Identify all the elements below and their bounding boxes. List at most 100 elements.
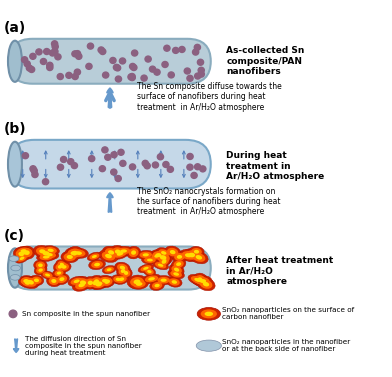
Circle shape: [198, 67, 204, 73]
Ellipse shape: [71, 278, 83, 285]
Ellipse shape: [174, 268, 179, 272]
Ellipse shape: [72, 251, 78, 256]
Circle shape: [192, 49, 199, 55]
Ellipse shape: [130, 279, 149, 289]
Ellipse shape: [157, 256, 171, 266]
Circle shape: [52, 49, 58, 55]
Circle shape: [29, 66, 34, 72]
Circle shape: [168, 72, 174, 78]
Ellipse shape: [105, 279, 110, 283]
Ellipse shape: [130, 277, 144, 287]
Ellipse shape: [23, 278, 36, 285]
Ellipse shape: [89, 259, 105, 270]
Ellipse shape: [158, 249, 169, 257]
Ellipse shape: [93, 282, 105, 288]
Circle shape: [36, 49, 42, 55]
Ellipse shape: [154, 251, 172, 264]
Ellipse shape: [174, 261, 184, 268]
Ellipse shape: [72, 279, 91, 291]
Ellipse shape: [17, 248, 30, 254]
Ellipse shape: [120, 266, 125, 270]
Ellipse shape: [39, 249, 45, 253]
Ellipse shape: [71, 249, 85, 257]
Circle shape: [99, 166, 105, 172]
Ellipse shape: [8, 248, 22, 288]
Ellipse shape: [22, 248, 33, 257]
Ellipse shape: [191, 276, 204, 284]
Circle shape: [74, 69, 80, 75]
Ellipse shape: [194, 277, 204, 283]
Circle shape: [162, 61, 168, 67]
Ellipse shape: [19, 249, 30, 256]
Circle shape: [128, 74, 134, 80]
Circle shape: [47, 64, 53, 70]
Circle shape: [120, 160, 126, 166]
Ellipse shape: [45, 247, 57, 254]
Ellipse shape: [83, 276, 98, 289]
Ellipse shape: [179, 249, 198, 261]
Ellipse shape: [114, 274, 129, 284]
Ellipse shape: [192, 276, 206, 284]
Circle shape: [30, 166, 36, 172]
Ellipse shape: [47, 275, 61, 287]
Ellipse shape: [194, 278, 201, 282]
Ellipse shape: [13, 248, 29, 261]
Ellipse shape: [115, 262, 130, 273]
Ellipse shape: [102, 265, 116, 274]
Ellipse shape: [36, 247, 49, 256]
Ellipse shape: [20, 278, 35, 288]
Ellipse shape: [100, 276, 114, 288]
Ellipse shape: [107, 268, 112, 271]
Ellipse shape: [133, 280, 146, 288]
Circle shape: [187, 153, 193, 159]
Ellipse shape: [8, 41, 22, 82]
Circle shape: [110, 57, 116, 63]
Ellipse shape: [145, 276, 158, 282]
Ellipse shape: [92, 280, 104, 287]
Circle shape: [105, 154, 111, 160]
Ellipse shape: [64, 253, 76, 261]
Ellipse shape: [114, 246, 133, 256]
Ellipse shape: [152, 251, 165, 259]
Ellipse shape: [78, 283, 85, 287]
Circle shape: [142, 160, 149, 166]
Circle shape: [179, 46, 185, 52]
Ellipse shape: [80, 280, 86, 285]
Ellipse shape: [195, 275, 205, 284]
Ellipse shape: [40, 254, 53, 260]
Ellipse shape: [36, 253, 56, 262]
Circle shape: [68, 159, 74, 165]
Ellipse shape: [49, 277, 59, 285]
Ellipse shape: [191, 248, 202, 256]
Ellipse shape: [203, 282, 209, 287]
Ellipse shape: [174, 253, 185, 261]
Ellipse shape: [93, 281, 98, 285]
Ellipse shape: [120, 267, 132, 279]
Circle shape: [129, 74, 135, 80]
Circle shape: [42, 179, 49, 185]
Ellipse shape: [20, 276, 39, 287]
Ellipse shape: [89, 253, 100, 259]
Ellipse shape: [94, 279, 99, 284]
Ellipse shape: [40, 271, 55, 279]
Circle shape: [51, 41, 58, 47]
Ellipse shape: [102, 277, 113, 285]
Ellipse shape: [173, 272, 179, 276]
Ellipse shape: [104, 267, 114, 273]
Ellipse shape: [172, 251, 187, 262]
Ellipse shape: [17, 255, 27, 262]
Circle shape: [89, 156, 95, 162]
Ellipse shape: [150, 250, 167, 261]
Ellipse shape: [53, 261, 67, 272]
Ellipse shape: [150, 280, 165, 291]
Circle shape: [72, 51, 78, 57]
Ellipse shape: [88, 280, 93, 285]
Ellipse shape: [198, 277, 203, 282]
Ellipse shape: [42, 245, 60, 255]
Ellipse shape: [22, 251, 27, 254]
Circle shape: [86, 63, 92, 69]
Ellipse shape: [117, 248, 131, 254]
Ellipse shape: [157, 257, 171, 267]
Ellipse shape: [156, 253, 162, 257]
Ellipse shape: [110, 245, 126, 258]
